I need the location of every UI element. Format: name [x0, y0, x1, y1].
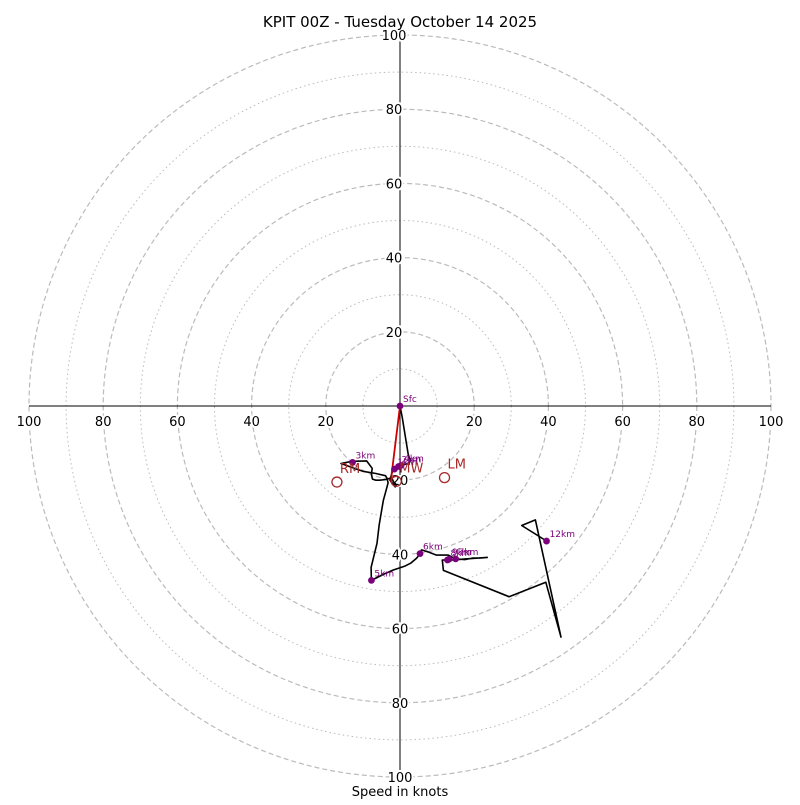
tick-label: 40: [386, 252, 403, 267]
tick-label: 100: [759, 415, 784, 430]
tick-label: 80: [689, 415, 706, 430]
height-marker-label: Sfc: [403, 395, 417, 405]
tick-label: 80: [95, 415, 112, 430]
height-marker-dot: [397, 461, 405, 469]
hodograph-trace: [340, 405, 562, 638]
storm-motion-label: RM: [340, 462, 360, 477]
height-marker-label: 1km: [397, 458, 417, 468]
storm-motion-circle: [331, 476, 343, 488]
height-marker-label: 7km: [459, 548, 479, 558]
storm-motion-markers: RM LM MW: [331, 458, 466, 488]
height-marker-label: 3km: [356, 451, 376, 461]
height-marker: 9km: [445, 548, 472, 563]
height-marker-dot: [445, 555, 453, 563]
tick-label: 60: [169, 415, 186, 430]
height-marker: 6km: [416, 543, 443, 558]
storm-motion-mw: MW: [390, 461, 424, 487]
tick-label: 80: [392, 697, 409, 712]
tick-label: 40: [392, 548, 409, 563]
tick-label: 20: [386, 326, 403, 341]
height-marker-label: 4km: [404, 454, 424, 464]
height-marker-label: 5km: [374, 569, 394, 579]
height-marker: 5km: [368, 569, 394, 584]
height-marker-dot: [543, 537, 550, 545]
height-marker-dot: [452, 555, 460, 563]
height-marker: 4km: [397, 454, 424, 469]
height-marker-dot: [349, 458, 356, 466]
tick-label: 60: [386, 177, 403, 192]
tick-label: 100: [388, 771, 413, 786]
height-marker-label: 8km: [450, 549, 470, 559]
storm-motion-label: MW: [399, 461, 423, 476]
tick-label: 60: [614, 415, 631, 430]
height-marker: Sfc: [396, 395, 417, 410]
storm-motion-lm: LM: [438, 458, 466, 484]
tick-label: 40: [243, 415, 260, 430]
height-marker-dot: [368, 576, 375, 584]
storm-motion-rm: RM: [331, 462, 360, 488]
tick-label: 100: [17, 415, 42, 430]
height-marker-label: 9km: [452, 548, 472, 558]
x-axis-label: Speed in knots: [352, 785, 449, 800]
tick-label: 80: [386, 103, 403, 118]
tick-label: 60: [392, 623, 409, 638]
tick-label: 20: [318, 415, 335, 430]
storm-motion-circle: [438, 471, 451, 484]
height-marker-dot: [416, 550, 424, 558]
storm-motion-circle: [390, 475, 402, 487]
height-marker: 3km: [349, 451, 376, 466]
height-marker: 7km: [452, 548, 479, 563]
height-marker-label: 12km: [550, 530, 575, 540]
tick-label: 100: [382, 29, 407, 44]
tick-labels: 100 100 100 100 80 80 80 80 60 60 60 60 40 40 40 40 20 20…: [15, 27, 786, 788]
tick-label: 40: [540, 415, 557, 430]
storm-motion-label: LM: [448, 458, 466, 473]
height-marker-dot: [396, 402, 404, 410]
height-marker: 12km: [543, 530, 575, 545]
height-marker-label: 2km: [402, 455, 422, 465]
chart-title: KPIT 00Z - Tuesday October 14 2025: [263, 13, 537, 31]
tick-label: 20: [466, 415, 483, 430]
height-marker-label: 6km: [423, 543, 443, 553]
